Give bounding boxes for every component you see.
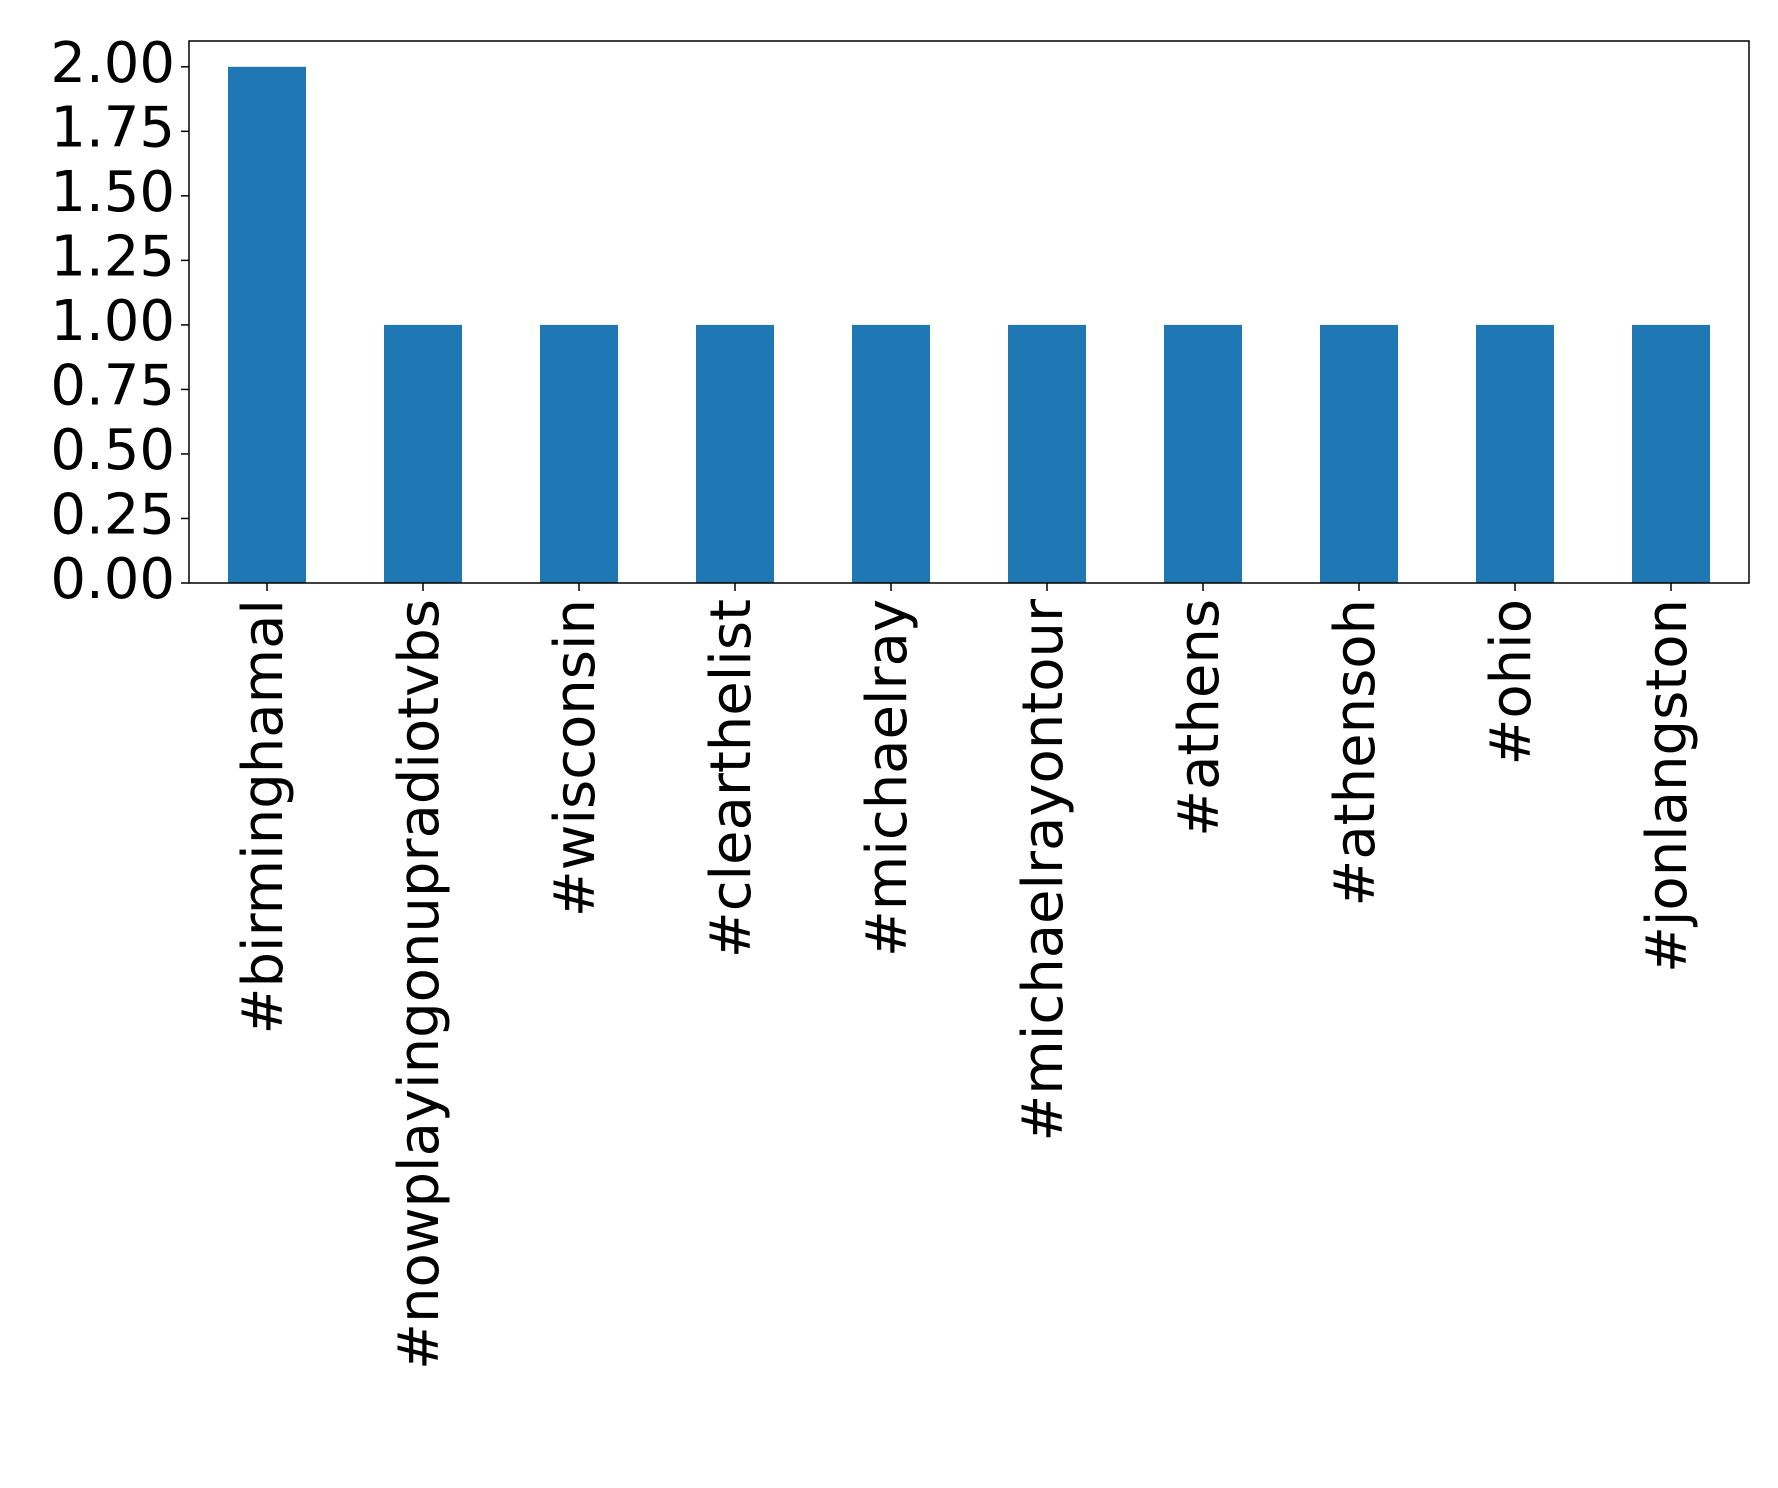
x-tick-label: #michaelrayontour xyxy=(1011,598,1076,1142)
x-tick-label: #athensoh xyxy=(1323,599,1388,907)
bar xyxy=(1164,324,1242,583)
x-tick-label: #michaelray xyxy=(855,599,920,957)
x-tick-label: #wisconsin xyxy=(543,599,608,917)
y-tick-label: 2.00 xyxy=(50,31,175,96)
bar xyxy=(1632,324,1710,583)
x-tick-label: #birminghamal xyxy=(231,599,296,1034)
bar xyxy=(384,324,462,583)
bar xyxy=(852,324,930,583)
y-tick-label: 1.75 xyxy=(50,95,175,160)
bar xyxy=(540,324,618,583)
bar xyxy=(1008,324,1086,583)
y-tick-label: 0.00 xyxy=(50,547,175,612)
x-tick-label: #ohio xyxy=(1479,599,1544,766)
bar xyxy=(696,324,774,583)
y-tick-label: 0.25 xyxy=(50,483,175,548)
x-tick-label: #nowplayingonupradiotvbs xyxy=(387,599,452,1370)
y-tick-label: 0.75 xyxy=(50,354,175,419)
x-tick-label: #athens xyxy=(1167,599,1232,837)
x-tick-label: #jonlangston xyxy=(1635,599,1700,973)
bar xyxy=(1476,324,1554,583)
y-tick-label: 1.50 xyxy=(50,160,175,225)
x-tick-label: #clearthelist xyxy=(699,599,764,958)
plot-frame xyxy=(188,40,1750,584)
bar xyxy=(228,66,306,584)
y-tick-label: 0.50 xyxy=(50,418,175,483)
bar xyxy=(1320,324,1398,583)
y-tick-label: 1.25 xyxy=(50,225,175,290)
y-tick-label: 1.00 xyxy=(50,289,175,354)
